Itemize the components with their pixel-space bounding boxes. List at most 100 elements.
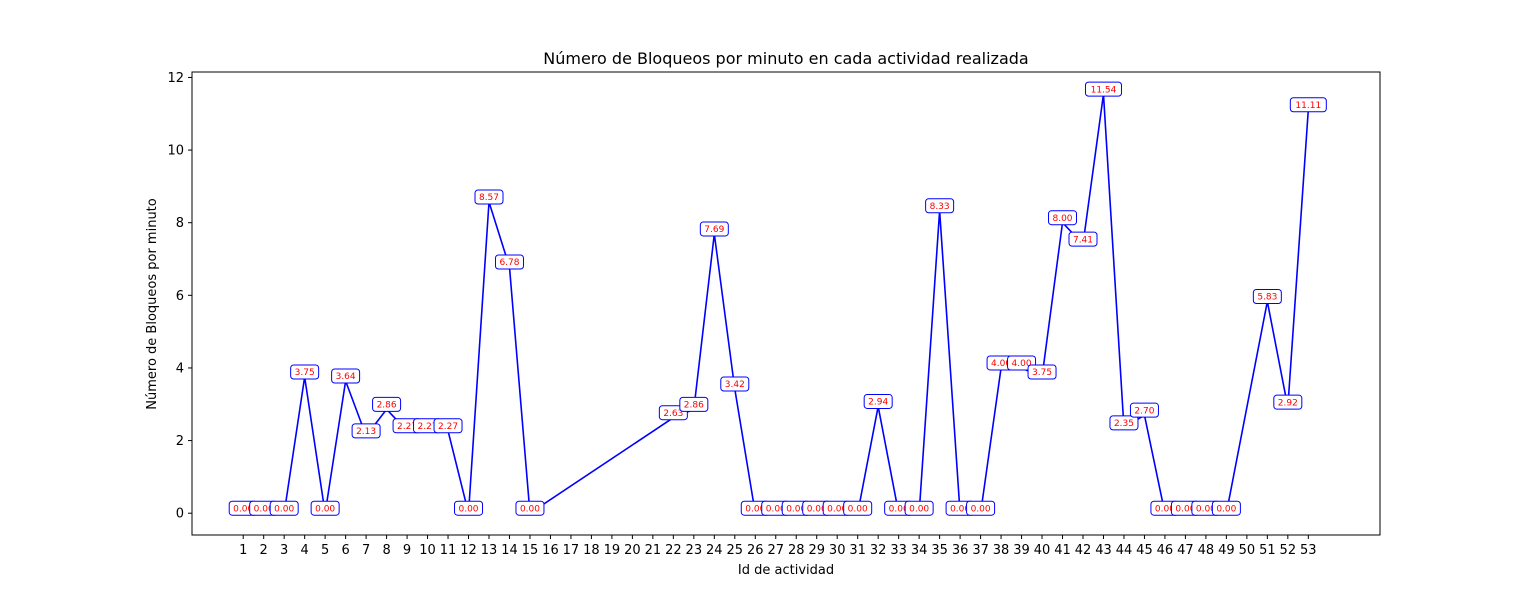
data-point-label: 7.41 [1068,231,1098,247]
data-label-box [720,376,750,392]
data-point-label: 0.00 [515,500,545,516]
data-label-text: 8.33 [930,202,950,212]
data-labels: 0.00 0.00 0.003.750.003.642.132.862.27 2.27… [228,81,1327,516]
x-tick-label: 47 [1177,543,1194,558]
data-label-text: 0.00 [848,504,868,514]
x-tick-label: 40 [1034,543,1051,558]
data-label-text: 7.41 [1073,235,1093,245]
data-label-text: 0.00 [233,504,253,514]
x-tick-label: 14 [501,543,518,558]
data-label-text: 11.54 [1091,85,1117,95]
data-label-box [290,364,320,380]
y-tick-label: 2 [176,434,184,449]
data-label-text: 2.13 [356,427,376,437]
data-label-box [1211,500,1241,516]
data-point-label: 0.00 [454,500,484,516]
data-label-box [843,500,873,516]
data-label-text: 0.00 [786,504,806,514]
data-label-text: 6.78 [499,258,519,268]
data-point-label: 8.33 [925,198,955,214]
data-label-text: 0.00 [745,504,765,514]
x-tick-label: 11 [440,543,457,558]
y-tick-label: 8 [176,216,184,231]
data-point-label: 7.69 [699,221,729,237]
data-label-box [925,198,955,214]
data-label-text: 0.00 [1216,504,1236,514]
x-tick-label: 25 [727,543,744,558]
data-label-text: 4.00 [1012,359,1032,369]
x-tick-label: 2 [260,543,268,558]
x-tick-label: 43 [1095,543,1112,558]
data-point-label: 3.75 [290,364,320,380]
data-label-box [679,396,709,412]
data-label-text: 0.00 [274,504,294,514]
y-tick-label: 6 [176,289,184,304]
x-tick-label: 9 [403,543,411,558]
x-tick-label: 18 [583,543,600,558]
x-tick-label: 46 [1157,543,1174,558]
x-tick-label: 36 [952,543,969,558]
x-tick-label: 21 [645,543,662,558]
data-label-box [454,500,484,516]
x-tick-label: 12 [460,543,477,558]
x-tick-label: 10 [419,543,436,558]
data-label-box [966,500,996,516]
data-label-text: 2.86 [377,401,397,411]
x-tick-label: 23 [686,543,703,558]
data-label-box [494,254,524,270]
data-label-text: 0.00 [1155,504,1175,514]
x-axis: 1 2 3 4 5 6 7 8 9 10 11 12 13 14 15 16 17 18 19 20 21 22 23 24 2… [239,535,1317,558]
data-label-text: 2.63 [663,409,683,419]
x-tick-label: 32 [870,543,887,558]
x-tick-label: 8 [382,543,390,558]
data-point-label: 2.86 [679,396,709,412]
data-point-label: 2.94 [863,393,893,409]
x-tick-label: 53 [1300,543,1317,558]
data-label-box [310,500,340,516]
x-tick-label: 39 [1013,543,1030,558]
data-point-label: 3.75 [1027,364,1057,380]
data-point-label: 0.00 [904,500,934,516]
y-tick-label: 12 [167,71,184,86]
data-label-text: 3.75 [295,368,315,378]
x-tick-label: 26 [747,543,764,558]
x-tick-label: 38 [993,543,1010,558]
x-tick-label: 42 [1075,543,1092,558]
data-label-text: 0.00 [254,504,274,514]
data-label-box [372,396,402,412]
data-label-text: 0.00 [520,504,540,514]
data-label-text: 8.57 [479,193,499,203]
data-label-text: 8.00 [1052,214,1072,224]
data-point-label: 0.00 [310,500,340,516]
data-point-label: 0.00 [843,500,873,516]
x-tick-label: 17 [563,543,580,558]
x-tick-label: 33 [890,543,907,558]
data-label-text: 0.00 [971,504,991,514]
x-tick-label: 29 [808,543,825,558]
y-tick-label: 0 [176,507,184,522]
x-tick-label: 5 [321,543,329,558]
x-tick-label: 7 [362,543,370,558]
y-tick-label: 4 [176,361,184,376]
data-label-text: 2.27 [438,422,458,432]
x-tick-label: 45 [1136,543,1153,558]
data-label-text: 5.83 [1257,293,1277,303]
data-point-label: 11.54 [1084,81,1122,97]
data-point-label: 2.35 [1109,415,1139,431]
data-label-text: 0.00 [807,504,827,514]
data-point-label: 6.78 [494,254,524,270]
data-label-text: 3.64 [336,372,356,382]
data-label-text: 4.00 [991,359,1011,369]
x-tick-label: 34 [911,543,928,558]
data-label-text: 7.69 [704,225,724,235]
data-label-text: 3.75 [1032,368,1052,378]
data-label-box [1109,415,1139,431]
data-label-box [1068,231,1098,247]
data-point-label: 8.00 [1048,210,1078,226]
data-point-label: 2.92 [1273,394,1303,410]
data-point-label: 3.42 [720,376,750,392]
data-point-label: 3.64 [331,368,361,384]
data-label-box [1289,97,1327,113]
data-label-text: 3.42 [725,380,745,390]
x-tick-label: 44 [1116,543,1133,558]
